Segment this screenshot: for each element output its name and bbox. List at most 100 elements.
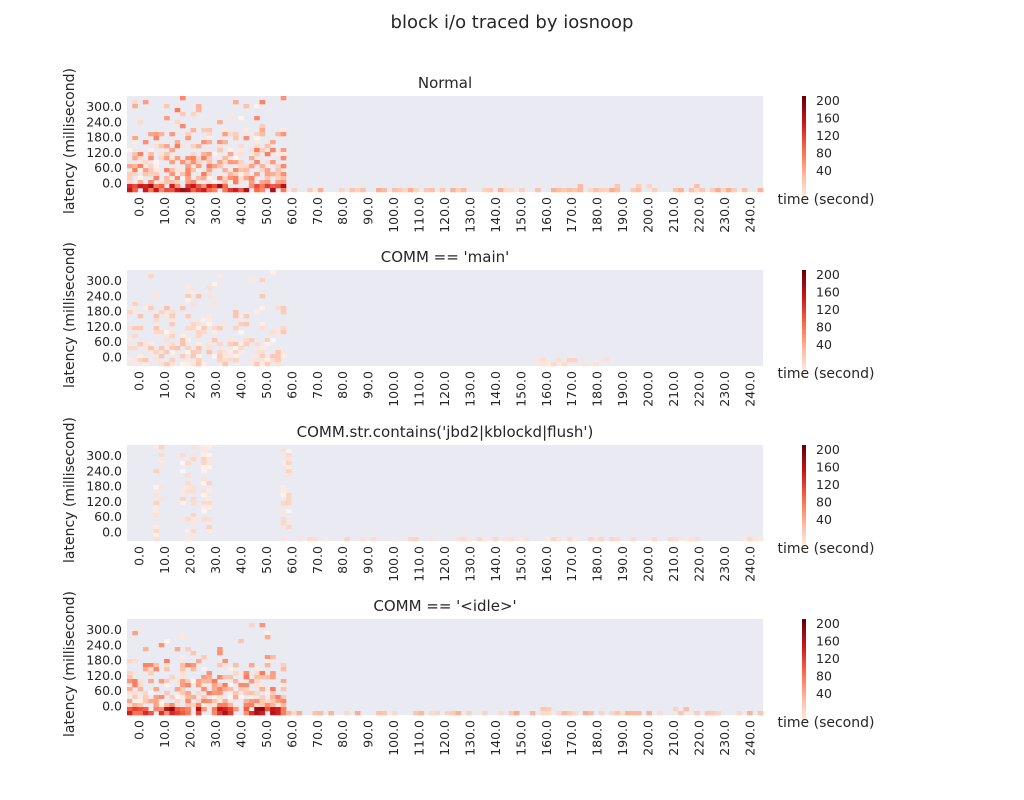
heatmap-cell <box>264 342 271 347</box>
heatmap-cell <box>233 663 239 668</box>
heatmap-cell <box>153 687 160 692</box>
heatmap-cell <box>217 354 223 359</box>
x-tick-label: 230.0 <box>717 371 732 407</box>
heatmap-cell <box>259 306 266 311</box>
heatmap-cell <box>158 354 165 359</box>
heatmap-cell <box>222 188 228 193</box>
colorbar-segment <box>802 96 806 100</box>
heatmap-cell <box>264 659 271 664</box>
heatmap-cell <box>270 172 276 177</box>
colorbar-segment <box>802 683 806 687</box>
heatmap-cell <box>195 342 202 347</box>
heatmap-cell <box>153 533 160 538</box>
heatmap-cell <box>180 96 186 101</box>
colorbar-segment <box>802 200 806 204</box>
colorbar-segment <box>802 635 806 639</box>
x-tick-label: 70.0 <box>310 197 325 225</box>
heatmap-cell <box>206 517 213 522</box>
heatmap-cell <box>137 687 144 692</box>
heatmap-cell <box>190 128 197 133</box>
heatmap-cell <box>148 667 154 672</box>
heatmap-cell <box>275 707 281 712</box>
heatmap-cell <box>201 679 207 684</box>
heatmap-cell <box>280 703 287 708</box>
heatmap-cell <box>195 703 202 708</box>
heatmap-cell <box>164 168 170 173</box>
heatmap-cell <box>201 667 207 672</box>
heatmap-cell <box>270 338 276 343</box>
heatmap-cell <box>238 188 244 193</box>
heatmap-cell <box>233 160 239 165</box>
heatmap-cell <box>280 485 287 490</box>
y-tick-label: 180.0 <box>86 304 122 319</box>
heatmap-cell <box>174 699 181 704</box>
heatmap-cell <box>248 695 255 700</box>
colorbar-segment <box>802 312 806 316</box>
heatmap-cell <box>227 675 234 680</box>
x-tick-label: 30.0 <box>208 371 223 399</box>
x-tick-label: 200.0 <box>641 546 656 582</box>
heatmap-cell <box>264 152 271 157</box>
heatmap-cell <box>286 501 292 506</box>
heatmap-cell <box>127 326 133 331</box>
heatmap-cell <box>201 703 207 708</box>
heatmap-cell <box>185 326 191 331</box>
heatmap-cell <box>127 707 133 712</box>
heatmap-cell <box>264 144 271 149</box>
heatmap-cell <box>180 501 186 506</box>
colorbar-segment <box>802 669 806 673</box>
subplot-title-3: COMM == '<idle>' <box>373 597 516 615</box>
colorbar-segment <box>802 709 806 714</box>
heatmap-cell <box>254 699 260 704</box>
heatmap-cell <box>254 310 260 315</box>
heatmap-cell <box>254 116 260 121</box>
heatmap-cell <box>142 168 149 173</box>
heatmap-cell <box>180 671 186 676</box>
heatmap-cell <box>174 695 181 700</box>
heatmap-cell <box>270 687 276 692</box>
heatmap-cell <box>270 703 276 708</box>
heatmap-cell <box>195 362 202 367</box>
x-tick-label: 80.0 <box>335 720 350 748</box>
heatmap-cell <box>275 703 281 708</box>
heatmap-cell <box>211 703 218 708</box>
colorbar-segment <box>802 350 806 354</box>
colorbar-segment <box>802 447 806 451</box>
heatmap-cell <box>174 703 181 708</box>
heatmap-cell <box>206 132 213 137</box>
heatmap-cell <box>227 132 234 137</box>
heatmap-cell <box>227 703 234 708</box>
heatmap-cell <box>180 354 186 359</box>
heatmap-cell <box>678 711 684 716</box>
heatmap-cell <box>185 132 191 137</box>
heatmap-cell <box>259 354 266 359</box>
heatmap-cell <box>211 282 218 287</box>
heatmap-cell <box>280 148 287 153</box>
subplot-title-2: COMM.str.contains('jbd2|kblockd|flush') <box>297 423 594 441</box>
heatmap-cell <box>254 132 260 137</box>
heatmap-cell <box>683 707 690 712</box>
heatmap-cell <box>233 358 239 363</box>
heatmap-cell <box>185 489 191 494</box>
heatmap-cell <box>206 318 213 323</box>
heatmap-cell <box>180 695 186 700</box>
heatmap-cell <box>217 651 223 656</box>
heatmap-cell <box>137 358 144 363</box>
heatmap-cell <box>455 537 462 542</box>
heatmap-cell <box>264 338 271 343</box>
heatmap-cell <box>392 711 398 716</box>
heatmap-cell <box>360 188 366 193</box>
heatmap-cell <box>683 537 690 542</box>
x-tick-label: 220.0 <box>691 371 706 407</box>
heatmap-cell <box>195 358 202 363</box>
heatmap-cell <box>264 168 271 173</box>
heatmap-cell <box>164 663 170 668</box>
heatmap-cell <box>630 188 637 193</box>
heatmap-cell <box>180 188 186 193</box>
heatmap-cell <box>275 152 281 157</box>
heatmap-cell <box>164 679 170 684</box>
heatmap-cell <box>201 465 207 470</box>
heatmap-cell <box>344 537 350 542</box>
x-tick-label: 230.0 <box>717 197 732 233</box>
heatmap-cell <box>248 164 255 169</box>
